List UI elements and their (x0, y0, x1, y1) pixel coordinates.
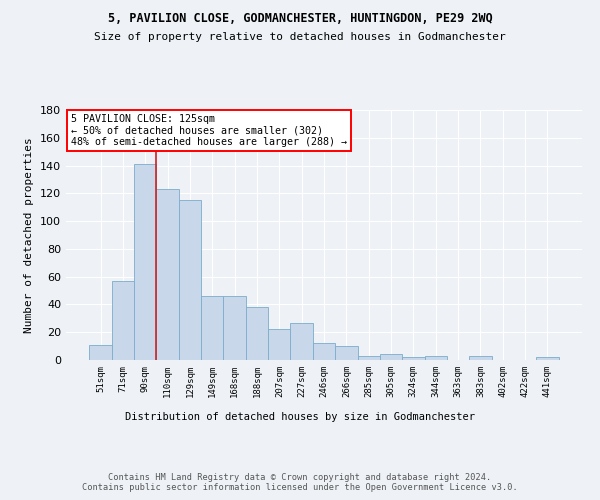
Bar (313, 344, 335, 360)
Bar (201, 296, 223, 360)
Bar (134, 164, 157, 360)
Text: Contains HM Land Registry data © Crown copyright and database right 2024.
Contai: Contains HM Land Registry data © Crown c… (82, 472, 518, 492)
Bar (469, 356, 491, 360)
Bar (335, 346, 358, 360)
Bar (179, 200, 201, 360)
Bar (246, 307, 268, 360)
Bar (223, 296, 246, 360)
Bar (89, 344, 112, 360)
Text: 5, PAVILION CLOSE, GODMANCHESTER, HUNTINGDON, PE29 2WQ: 5, PAVILION CLOSE, GODMANCHESTER, HUNTIN… (107, 12, 493, 26)
Bar (425, 356, 447, 360)
Bar (290, 322, 313, 360)
Bar (358, 356, 380, 360)
Bar (268, 330, 290, 360)
Bar (157, 189, 179, 360)
Text: 5 PAVILION CLOSE: 125sqm
← 50% of detached houses are smaller (302)
48% of semi-: 5 PAVILION CLOSE: 125sqm ← 50% of detach… (71, 114, 347, 147)
Y-axis label: Number of detached properties: Number of detached properties (25, 137, 34, 333)
Bar (402, 357, 425, 360)
Bar (536, 357, 559, 360)
Bar (380, 354, 402, 360)
Bar (112, 281, 134, 360)
Text: Distribution of detached houses by size in Godmanchester: Distribution of detached houses by size … (125, 412, 475, 422)
Text: Size of property relative to detached houses in Godmanchester: Size of property relative to detached ho… (94, 32, 506, 42)
